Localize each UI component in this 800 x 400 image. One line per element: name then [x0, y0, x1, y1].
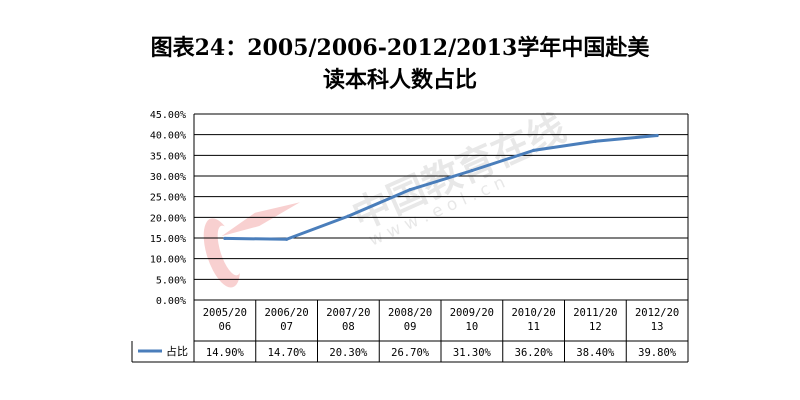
- data-point: [655, 133, 659, 138]
- x-category-label: 2009/20 10: [450, 307, 494, 333]
- eol-logo-icon: [203, 202, 300, 288]
- x-category-label: 2012/20 13: [635, 307, 679, 333]
- data-point: [223, 236, 227, 241]
- y-tick-label: 45.00%: [150, 110, 186, 121]
- data-label: 14.70%: [268, 347, 307, 359]
- chart-title-line-2: 读本科人数占比: [322, 67, 477, 93]
- x-category-label: 2007/20 08: [326, 307, 370, 333]
- x-category-label: 2006/20 07: [264, 307, 308, 333]
- y-tick-label: 10.00%: [150, 255, 186, 266]
- y-tick-label: 30.00%: [150, 172, 186, 183]
- data-label: 36.20%: [515, 347, 554, 359]
- data-label: 14.90%: [206, 347, 245, 359]
- y-tick-label: 0.00%: [156, 296, 186, 307]
- data-point: [593, 139, 597, 143]
- series-line-zhanbi: [223, 133, 659, 241]
- x-category-label: 2005/20 06: [203, 307, 247, 333]
- y-tick-label: 35.00%: [150, 151, 186, 162]
- y-tick-label: 5.00%: [156, 275, 186, 286]
- data-label: 31.30%: [453, 347, 492, 359]
- x-category-label: 2010/20 11: [511, 307, 555, 333]
- x-category-label: 2008/20 09: [388, 307, 432, 333]
- data-point: [532, 148, 536, 152]
- data-point: [346, 214, 350, 218]
- data-label: 38.40%: [576, 347, 615, 359]
- y-tick-label: 40.00%: [150, 131, 186, 142]
- data-label: 20.30%: [329, 347, 368, 359]
- y-tick-label: 20.00%: [150, 213, 186, 224]
- data-point: [408, 188, 412, 192]
- data-label: 39.80%: [638, 347, 677, 359]
- data-point: [470, 169, 474, 173]
- y-tick-label: 25.00%: [150, 193, 186, 204]
- data-label: 26.70%: [391, 347, 430, 359]
- watermark-text-cn: 中国教育在线: [346, 105, 572, 238]
- legend-label: 占比: [166, 344, 188, 358]
- watermark: 中国教育在线 w w w . e o l . c n: [203, 105, 572, 288]
- chart-title-line-1: 图表24：2005/2006-2012/2013学年中国赴美: [150, 35, 650, 61]
- data-point: [285, 237, 289, 241]
- y-tick-label: 15.00%: [150, 234, 186, 245]
- x-category-label: 2011/20 12: [573, 307, 617, 333]
